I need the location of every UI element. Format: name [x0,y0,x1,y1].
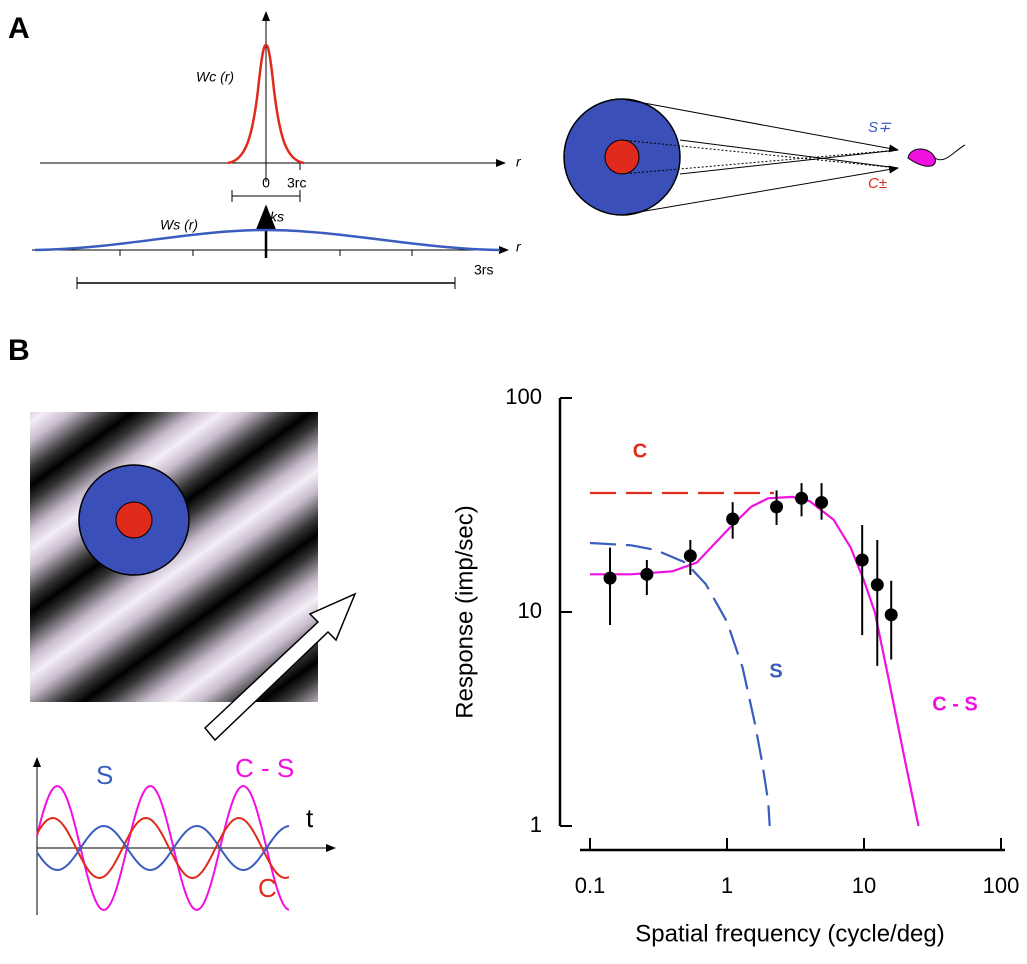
data-point [603,571,617,585]
data-point [795,491,809,505]
series-label: C [633,440,647,462]
data-point [815,495,829,509]
data-point [870,578,884,592]
data-point [855,553,869,567]
data-point [884,608,898,622]
wave-label: C [258,873,277,903]
ks-label: ks [270,209,284,225]
plot: 1 10 100 0.1 1 10 100 C S C - S [505,384,1019,898]
surround-profile [32,204,509,289]
data-point [640,567,654,581]
panel-label: A [8,12,30,45]
wave-label: C - S [235,753,294,783]
series-label: S [769,660,782,682]
r-axis-label: r [516,154,522,170]
wc-label: Wc (r) [196,69,234,85]
y-tick-label: 10 [518,598,542,623]
wave-label: S [96,760,113,790]
x-tick-label: 10 [852,873,876,898]
ws-label: Ws (r) [160,217,198,233]
wave-plot [33,757,336,915]
data-point [770,500,784,514]
zero-label: 0 [262,175,270,191]
wave-label: t [306,803,314,833]
x-tick-label: 0.1 [575,873,606,898]
receptive-field [563,98,966,216]
r-axis-label: r [516,239,522,255]
y-tick-label: 100 [505,384,542,409]
s-input-label: S∓ [868,119,892,136]
series-label: C - S [932,693,978,715]
panel-label: B [8,334,30,367]
center-profile [40,11,506,202]
x-tick-label: 100 [983,873,1020,898]
series-line [589,541,771,827]
y-axis-label: Response (imp/sec) [451,505,478,718]
x-axis-label: Spatial frequency (cycle/deg) [635,920,945,947]
rc-label: 3rc [287,175,306,191]
y-tick-label: 1 [530,812,542,837]
c-input-label: C± [868,175,887,192]
rs-label: 3rs [474,262,493,278]
data-point [726,512,740,526]
data-point [683,549,697,563]
x-tick-label: 1 [721,873,733,898]
grating [30,412,357,742]
